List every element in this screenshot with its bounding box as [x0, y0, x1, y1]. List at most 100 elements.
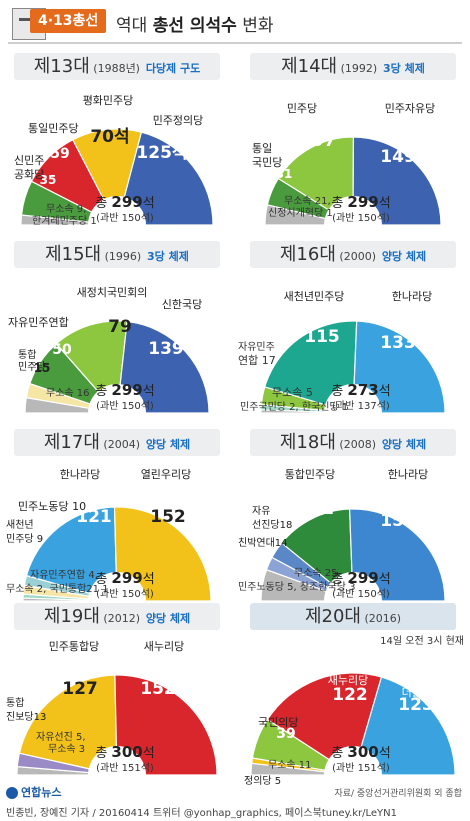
- total-seats-label: 총 299석: [95, 193, 154, 211]
- donut-hole: [88, 746, 146, 775]
- total-seats-label: 총 299석: [95, 381, 154, 399]
- slice-label: 59: [50, 146, 69, 162]
- slice-label: 신정치개혁당 1: [268, 207, 333, 219]
- election-year: (2000): [335, 250, 376, 263]
- timestamp-note: 14일 오전 3시 현재: [380, 636, 464, 647]
- total-prefix: 총: [331, 572, 347, 587]
- title-pre: 역대: [116, 16, 153, 36]
- slice-label: 무소속 11: [268, 759, 312, 771]
- slice-label: 무소속 2, 국민통합21 1: [6, 583, 109, 595]
- seat-unit: 석: [143, 196, 155, 211]
- total-value: 300: [111, 743, 142, 761]
- slice-label: 39: [276, 726, 295, 742]
- assembly-number: 제16대: [279, 244, 336, 265]
- slice-label: 국민의당: [258, 716, 298, 729]
- panel-title: 제16대 (2000) 양당 체제: [250, 241, 456, 268]
- assembly-number: 제14대: [281, 56, 338, 77]
- source-note: 자료/ 중앙선거관리위원회 외 종합: [334, 789, 462, 799]
- slice-label: 민주국민당 2, 한국신당 1: [240, 401, 348, 413]
- slice-label: 한나라당: [388, 468, 428, 481]
- slice-label: 새정치국민회의: [77, 286, 148, 299]
- slice-label: 149: [380, 147, 416, 167]
- slice-label: 통합: [18, 349, 36, 361]
- majority-label: (과반 150석): [332, 588, 390, 600]
- total-prefix: 총: [95, 196, 111, 211]
- total-prefix: 총: [331, 746, 347, 761]
- election-panel: 139 신한국당 79 새정치국민회의 50 자유민주연합 15 통합 민주당 무소속 16 총 2…: [2, 238, 232, 428]
- party-system: 양당 체제: [377, 438, 427, 451]
- total-value: 299: [111, 193, 142, 211]
- election-year: (2008): [335, 438, 376, 451]
- page-title: 역대 총선 의석수 변화: [116, 11, 274, 36]
- slice-label: 125석: [136, 143, 187, 163]
- slice-label: 139: [148, 339, 184, 359]
- party-system: 다당제 구도: [141, 62, 201, 75]
- total-prefix: 총: [95, 384, 111, 399]
- assembly-number: 제15대: [45, 244, 102, 265]
- total-value: 273: [347, 381, 378, 399]
- seat-unit: 석: [379, 384, 391, 399]
- seat-unit: 석: [143, 384, 155, 399]
- election-year: (2016): [360, 612, 402, 625]
- majority-label: (과반 151석): [332, 762, 390, 774]
- slice-label: 통일민주당: [28, 121, 79, 135]
- slice-label: 152: [150, 507, 186, 527]
- total-prefix: 총: [331, 196, 347, 211]
- slice-label: 민주통합당: [49, 640, 100, 653]
- total-seats-label: 총 273석: [331, 381, 390, 399]
- total-prefix: 총: [95, 746, 111, 761]
- donut-hole: [324, 746, 382, 775]
- slice-label: 친박연대14: [238, 537, 288, 549]
- slice-label: 연합 17: [238, 354, 276, 367]
- slice-label: 무소속 16: [46, 387, 90, 399]
- slice-label: 122: [332, 685, 368, 705]
- header-divider: [8, 42, 462, 44]
- election-badge: 4·13총선: [30, 9, 107, 33]
- election-panel: 133 한나라당 115 새천년민주당 자유민주 연합 17 무소속 5 민주국민당 2, 한…: [238, 238, 468, 428]
- slice-label: 15: [34, 361, 51, 375]
- majority-label: (과반 150석): [96, 212, 154, 224]
- panel-title: 제19대 (2012) 양당 체제: [14, 603, 220, 630]
- seat-unit: 석: [379, 572, 391, 587]
- slice-label: 새누리당: [144, 640, 184, 653]
- slice-label: 새누리당: [328, 674, 368, 687]
- slice-label: 자유민주연합: [8, 316, 69, 329]
- majority-label: (과반 150석): [96, 400, 154, 412]
- total-prefix: 총: [331, 384, 347, 399]
- seat-unit: 석: [379, 196, 391, 211]
- slice-label: 더불어민주당: [402, 686, 463, 699]
- slice-label: 평화민주당: [83, 94, 134, 107]
- majority-label: (과반 151석): [96, 762, 154, 774]
- slice-label: 무소속 5: [272, 386, 313, 399]
- yonhap-logo-icon: [6, 787, 18, 799]
- slice-label: 자유선진 5,: [36, 731, 86, 743]
- slice-label: 민주당: [287, 102, 317, 115]
- seat-unit: 석: [379, 746, 391, 761]
- slice-label: 정의당 5: [244, 775, 281, 787]
- party-system: 양당 체제: [377, 250, 427, 263]
- slice-label: 70석: [90, 127, 129, 147]
- party-system: 3당 체제: [379, 62, 425, 75]
- slice-label: 진보당13: [6, 711, 46, 723]
- election-year: (1992): [337, 62, 378, 75]
- header: 4·13총선 역대 총선 의석수 변화: [0, 0, 470, 46]
- slice-label: 35: [40, 173, 57, 187]
- slice-label: 민주노동당 10: [18, 500, 86, 513]
- donut-hole: [324, 384, 382, 413]
- donut-hole: [88, 572, 146, 601]
- assembly-number: 제18대: [279, 432, 336, 453]
- total-value: 299: [111, 569, 142, 587]
- slice-label: 115: [304, 327, 340, 347]
- election-panel: 125석 민주정의당 70석 평화민주당 59 통일민주당 35 신민주 공화당 무소속 9, 한겨…: [2, 50, 232, 240]
- panel-title: 제13대 (1988년) 다당제 구도: [14, 53, 220, 80]
- slice-label: 무소속 21,: [284, 195, 331, 207]
- slice-label: 공화당: [14, 168, 44, 181]
